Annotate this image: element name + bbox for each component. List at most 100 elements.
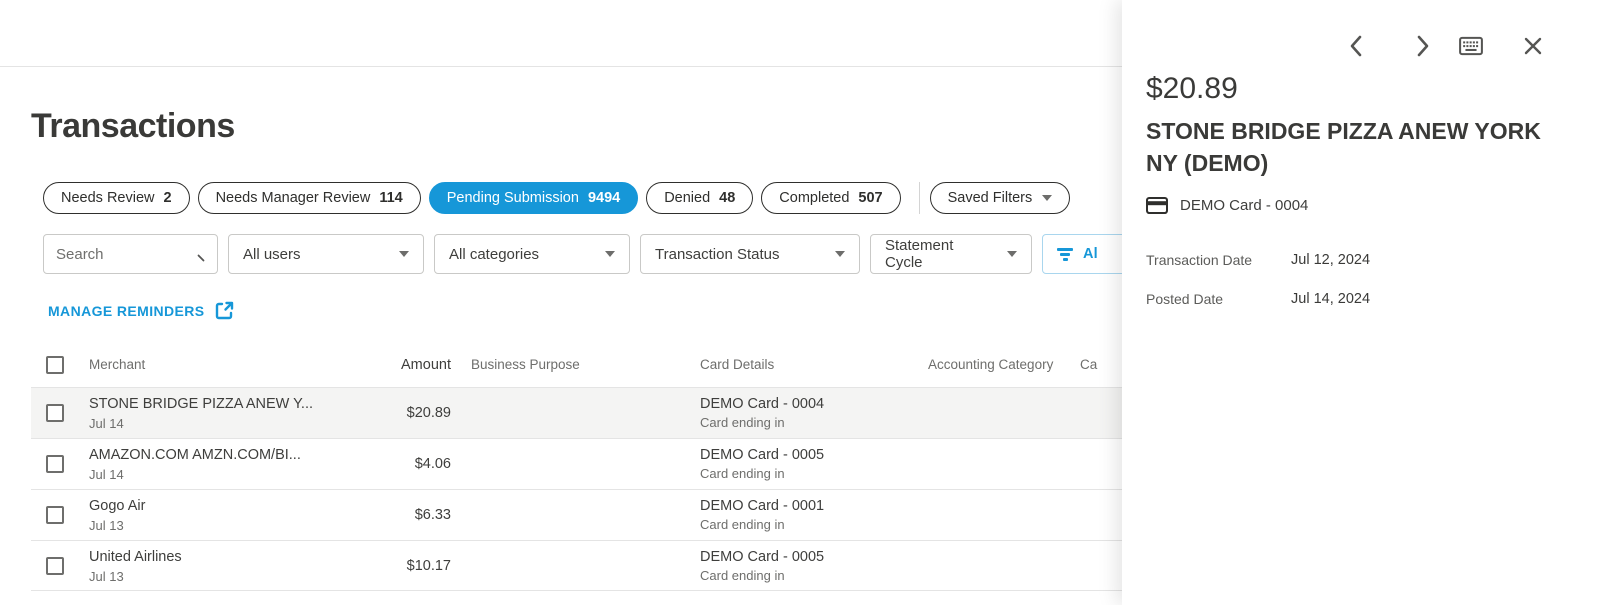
merchant-date: Jul 14 bbox=[89, 416, 124, 431]
col-accounting-category: Accounting Category bbox=[928, 357, 1054, 372]
chip-needs-review[interactable]: Needs Review 2 bbox=[43, 182, 190, 214]
keyboard-shortcuts-icon[interactable] bbox=[1459, 34, 1483, 58]
detail-amount: $20.89 bbox=[1146, 72, 1238, 105]
chip-label: Denied bbox=[664, 190, 711, 206]
merchant-date: Jul 13 bbox=[89, 518, 124, 533]
col-card-details: Card Details bbox=[700, 357, 775, 372]
chips-divider bbox=[918, 182, 920, 214]
users-dropdown[interactable]: All users bbox=[228, 234, 424, 274]
transaction-detail-panel: $20.89 STONE BRIDGE PIZZA ANEW YORK NY (… bbox=[1122, 0, 1607, 605]
select-all-checkbox[interactable] bbox=[46, 355, 64, 374]
merchant-cell: United Airlines Jul 13 bbox=[89, 548, 372, 584]
col-amount: Amount bbox=[401, 356, 451, 373]
categories-dropdown-value: All categories bbox=[449, 245, 540, 263]
chip-pending-submission[interactable]: Pending Submission 9494 bbox=[428, 182, 639, 214]
merchant-name: United Airlines bbox=[89, 548, 182, 565]
chevron-down-icon bbox=[605, 251, 615, 257]
merchant-cell: AMAZON.COM AMZN.COM/BI... Jul 14 bbox=[89, 446, 372, 482]
saved-filters-dropdown[interactable]: Saved Filters bbox=[929, 182, 1071, 214]
card-name: DEMO Card - 0005 bbox=[700, 548, 825, 565]
card-sub: Card ending in bbox=[700, 415, 785, 430]
chip-count: 2 bbox=[163, 190, 172, 206]
chip-count: 48 bbox=[719, 190, 736, 206]
merchant-date: Jul 14 bbox=[89, 467, 124, 482]
transaction-status-value: Transaction Status bbox=[655, 245, 780, 263]
card-details-cell: DEMO Card - 0005 Card ending in bbox=[700, 447, 928, 481]
credit-card-icon bbox=[1146, 197, 1168, 214]
filter-icon bbox=[1057, 247, 1073, 261]
card-details-cell: DEMO Card - 0004 Card ending in bbox=[700, 396, 928, 430]
panel-toolbar bbox=[1146, 0, 1607, 58]
chip-label: Needs Review bbox=[61, 190, 155, 206]
table-row[interactable]: AMAZON.COM AMZN.COM/BI... Jul 14 $4.06 D… bbox=[31, 438, 1591, 489]
close-panel-icon[interactable] bbox=[1521, 34, 1545, 58]
amount-cell: $6.33 bbox=[414, 507, 451, 523]
search-field[interactable] bbox=[43, 234, 218, 274]
table-row[interactable]: Gogo Air Jul 13 $6.33 DEMO Card - 0001 C… bbox=[31, 489, 1591, 540]
field-label: Transaction Date bbox=[1146, 252, 1253, 268]
merchant-name: STONE BRIDGE PIZZA ANEW Y... bbox=[89, 396, 314, 412]
merchant-name: AMAZON.COM AMZN.COM/BI... bbox=[89, 447, 301, 463]
card-sub: Card ending in bbox=[700, 466, 785, 481]
manage-reminders-link[interactable]: MANAGE REMINDERS bbox=[48, 301, 1607, 320]
row-checkbox[interactable] bbox=[46, 506, 64, 524]
detail-merchant-name: STONE BRIDGE PIZZA ANEW YORK NY (DEMO) bbox=[1146, 118, 1541, 176]
categories-dropdown[interactable]: All categories bbox=[434, 234, 630, 274]
row-checkbox[interactable] bbox=[46, 455, 64, 473]
all-filters-label: Al bbox=[1083, 246, 1098, 262]
amount-cell: $20.89 bbox=[406, 405, 451, 421]
chip-label: Needs Manager Review bbox=[215, 190, 371, 206]
users-dropdown-value: All users bbox=[243, 245, 301, 263]
detail-card-name: DEMO Card - 0004 bbox=[1180, 197, 1309, 214]
chip-count: 114 bbox=[379, 190, 403, 206]
field-value: Jul 14, 2024 bbox=[1291, 291, 1371, 307]
transaction-status-dropdown[interactable]: Transaction Status bbox=[640, 234, 860, 274]
page-title: Transactions bbox=[31, 107, 235, 145]
chip-count: 9494 bbox=[587, 190, 621, 206]
chip-completed[interactable]: Completed 507 bbox=[761, 182, 901, 214]
chevron-down-icon bbox=[1042, 195, 1053, 201]
search-input[interactable] bbox=[56, 245, 186, 263]
chevron-down-icon bbox=[1007, 251, 1017, 257]
card-name: DEMO Card - 0004 bbox=[700, 396, 825, 412]
merchant-date: Jul 13 bbox=[89, 568, 124, 584]
statement-cycle-value: Statement Cycle bbox=[885, 237, 954, 271]
col-business-purpose: Business Purpose bbox=[471, 357, 580, 372]
card-sub: Card ending in bbox=[700, 517, 785, 532]
chip-needs-manager-review[interactable]: Needs Manager Review 114 bbox=[197, 182, 421, 214]
table-row[interactable]: United Airlines Jul 13 $10.17 DEMO Card … bbox=[31, 540, 1591, 591]
statement-cycle-dropdown[interactable]: Statement Cycle bbox=[870, 234, 1032, 274]
detail-field-posted-date: Posted Date Jul 14, 2024 bbox=[1146, 291, 1607, 307]
row-checkbox[interactable] bbox=[46, 556, 64, 575]
previous-transaction-button[interactable] bbox=[1344, 34, 1368, 58]
chevron-down-icon bbox=[835, 251, 845, 257]
detail-field-transaction-date: Transaction Date Jul 12, 2024 bbox=[1146, 252, 1607, 268]
detail-card-row: DEMO Card - 0004 bbox=[1146, 197, 1607, 214]
col-truncated: Ca bbox=[1080, 357, 1098, 372]
chip-denied[interactable]: Denied 48 bbox=[646, 182, 754, 214]
col-merchant: Merchant bbox=[89, 357, 146, 372]
card-sub: Card ending in bbox=[700, 567, 785, 583]
merchant-cell: Gogo Air Jul 13 bbox=[89, 497, 372, 533]
next-transaction-button[interactable] bbox=[1411, 34, 1435, 58]
status-chips-row: Needs Review 2 Needs Manager Review 114 … bbox=[43, 182, 1607, 214]
saved-filters-label: Saved Filters bbox=[947, 190, 1033, 206]
field-value: Jul 12, 2024 bbox=[1291, 252, 1371, 268]
card-details-cell: DEMO Card - 0005 Card ending in bbox=[700, 549, 928, 583]
amount-cell: $4.06 bbox=[414, 456, 451, 472]
card-details-cell: DEMO Card - 0001 Card ending in bbox=[700, 498, 928, 532]
row-checkbox[interactable] bbox=[46, 404, 64, 422]
chevron-down-icon bbox=[399, 251, 409, 257]
chip-label: Pending Submission bbox=[446, 190, 579, 206]
merchant-name: Gogo Air bbox=[89, 498, 146, 514]
amount-cell: $10.17 bbox=[406, 557, 451, 574]
field-label: Posted Date bbox=[1146, 291, 1224, 307]
merchant-cell: STONE BRIDGE PIZZA ANEW Y... Jul 14 bbox=[89, 395, 372, 431]
search-icon bbox=[186, 243, 205, 266]
filters-row: All users All categories Transaction Sta… bbox=[43, 234, 1607, 274]
chip-count: 507 bbox=[858, 190, 883, 206]
table-header-row: Merchant Amount Business Purpose Card De… bbox=[31, 342, 1591, 387]
chip-label: Completed bbox=[779, 190, 850, 206]
card-name: DEMO Card - 0005 bbox=[700, 447, 825, 463]
card-name: DEMO Card - 0001 bbox=[700, 498, 825, 514]
